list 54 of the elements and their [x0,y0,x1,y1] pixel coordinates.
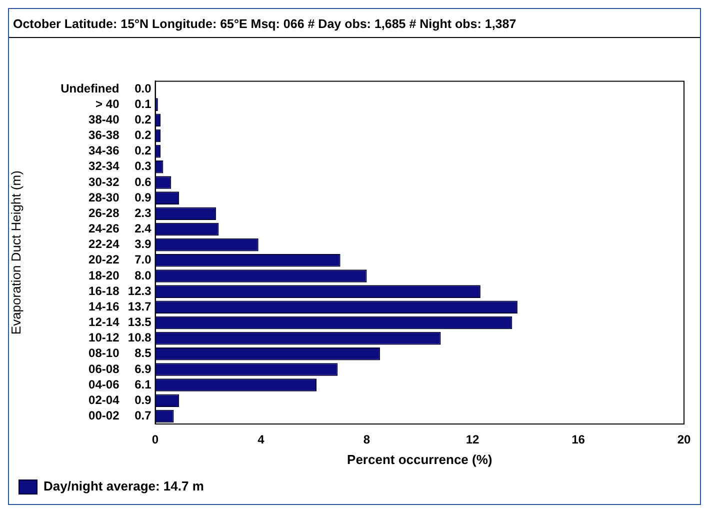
data-label: 0.2 [134,112,152,126]
data-label: 0.6 [134,174,152,189]
chart-title: October Latitude: 15°N Longitude: 65°E Msq: 066 # Day obs: 1,685 # Night obs: 1,387 [9,9,700,38]
y-tick-label: 30-32 [88,174,120,189]
data-label: 0.3 [134,159,152,174]
data-label: 0.2 [134,144,152,158]
y-tick-label: 26-28 [88,206,120,220]
data-label: 6.9 [134,362,152,376]
x-tick-label: 0 [152,432,159,447]
y-tick-label: 10-12 [88,330,120,345]
legend-label: Day/night average: 14.7 m [44,478,204,494]
y-tick-label: 18-20 [88,268,120,282]
y-tick-label: 00-02 [88,408,120,423]
x-tick-label: 8 [363,432,370,447]
y-tick-label: 24-26 [88,222,120,236]
x-axis-title: Percent occurrence (%) [347,452,492,467]
y-tick-label: 36-38 [88,128,120,142]
y-tick-label: 04-06 [88,377,120,392]
y-tick-label: 12-14 [88,315,120,330]
data-label: 10.8 [128,330,152,345]
y-tick-label: 32-34 [88,159,120,174]
y-axis-title: Evaporation Duct Height (m) [8,170,24,335]
data-label: 2.4 [134,222,152,236]
y-tick-label: 06-08 [88,362,120,376]
x-tick-label: 12 [466,432,480,447]
data-label: 0.2 [134,128,152,142]
data-label: 6.1 [134,377,152,392]
data-label: 8.0 [134,268,152,282]
data-label: 13.7 [128,299,152,314]
y-tick-label: 08-10 [88,346,120,360]
data-label: 8.5 [134,346,152,360]
data-label: 0.1 [134,96,152,111]
y-tick-label: 20-22 [88,252,120,267]
y-tick-label: 28-30 [88,190,120,204]
data-label: 0.7 [134,408,152,423]
y-tick-label: 14-16 [88,299,120,314]
data-label: 3.9 [134,237,152,252]
data-label: 0.0 [134,81,152,96]
data-label: 0.9 [134,392,152,407]
y-tick-label: 38-40 [88,112,120,126]
x-tick-label: 16 [572,432,586,447]
y-tick-label: 02-04 [88,392,120,407]
data-label: 0.9 [134,190,152,204]
data-label: 12.3 [128,284,152,298]
y-tick-label: 22-24 [88,237,120,252]
y-tick-label: 16-18 [88,284,120,298]
x-tick-label: 4 [258,432,265,447]
y-tick-label: > 40 [96,96,120,111]
x-tick-label: 20 [677,432,691,447]
data-label: 2.3 [134,206,152,220]
y-tick-label: Undefined [60,81,120,96]
data-label: 13.5 [128,315,152,330]
y-tick-label: 34-36 [88,144,120,158]
data-label: 7.0 [134,252,152,267]
